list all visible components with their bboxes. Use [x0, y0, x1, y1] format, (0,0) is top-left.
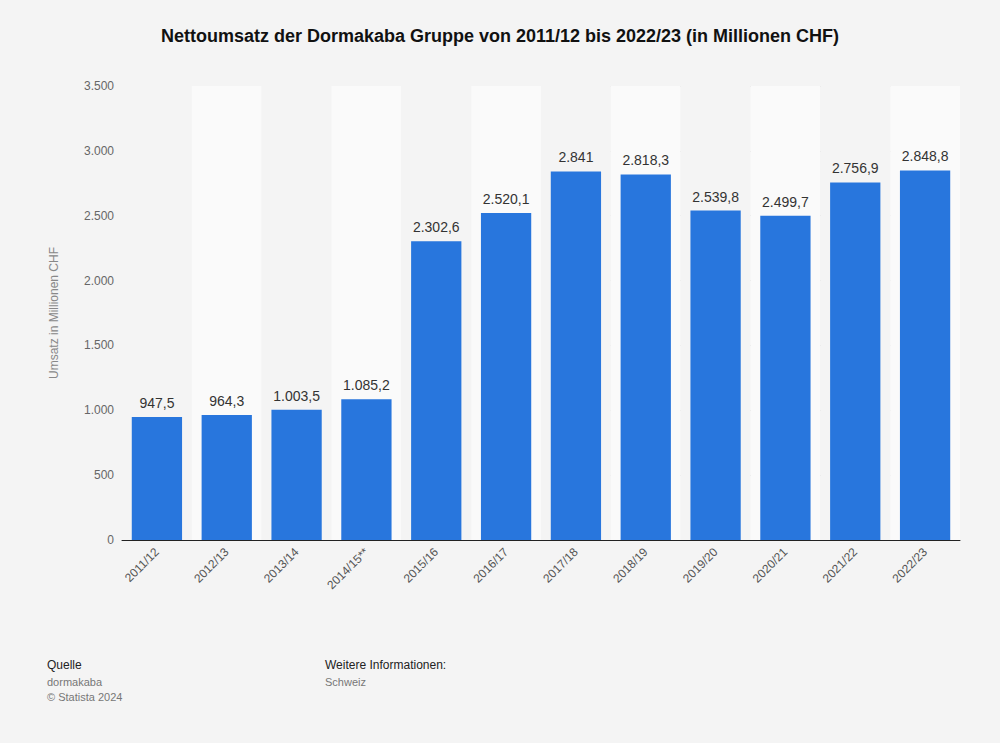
svg-text:3.500: 3.500 — [84, 79, 114, 93]
svg-text:2.302,6: 2.302,6 — [413, 219, 460, 235]
svg-text:1.500: 1.500 — [84, 338, 114, 352]
svg-text:Weitere Informationen:: Weitere Informationen: — [325, 658, 446, 672]
svg-text:2020/21: 2020/21 — [750, 545, 791, 586]
svg-text:Schweiz: Schweiz — [325, 676, 366, 688]
svg-text:2012/13: 2012/13 — [191, 545, 232, 586]
svg-text:2.539,8: 2.539,8 — [692, 189, 739, 205]
svg-text:dormakaba: dormakaba — [47, 676, 103, 688]
svg-text:3.000: 3.000 — [84, 144, 114, 158]
svg-text:2.841: 2.841 — [558, 149, 593, 165]
svg-text:2.500: 2.500 — [84, 209, 114, 223]
svg-text:Nettoumsatz der Dormakaba Grup: Nettoumsatz der Dormakaba Gruppe von 201… — [161, 26, 839, 46]
svg-text:Quelle: Quelle — [47, 658, 82, 672]
svg-text:500: 500 — [94, 468, 114, 482]
svg-text:2.818,3: 2.818,3 — [622, 152, 669, 168]
svg-text:2021/22: 2021/22 — [820, 545, 861, 586]
svg-text:2018/19: 2018/19 — [610, 545, 651, 586]
svg-text:0: 0 — [107, 533, 114, 547]
svg-text:2017/18: 2017/18 — [540, 545, 581, 586]
svg-text:© Statista 2024: © Statista 2024 — [47, 691, 122, 703]
svg-text:1.085,2: 1.085,2 — [343, 377, 390, 393]
svg-text:2019/20: 2019/20 — [680, 545, 721, 586]
svg-text:2.000: 2.000 — [84, 274, 114, 288]
svg-text:1.000: 1.000 — [84, 403, 114, 417]
svg-text:2011/12: 2011/12 — [122, 545, 162, 585]
svg-text:947,5: 947,5 — [139, 395, 174, 411]
svg-text:1.003,5: 1.003,5 — [273, 388, 320, 404]
svg-text:2015/16: 2015/16 — [401, 545, 442, 586]
svg-text:2.848,8: 2.848,8 — [902, 148, 949, 164]
svg-text:2022/23: 2022/23 — [889, 545, 930, 586]
svg-text:2.520,1: 2.520,1 — [483, 191, 530, 207]
svg-text:2016/17: 2016/17 — [470, 545, 511, 586]
svg-text:2.499,7: 2.499,7 — [762, 194, 809, 210]
svg-text:2.756,9: 2.756,9 — [832, 160, 879, 176]
svg-text:Umsatz in Millionen CHF: Umsatz in Millionen CHF — [47, 247, 61, 379]
svg-text:2014/15**: 2014/15** — [324, 545, 371, 592]
svg-text:2013/14: 2013/14 — [261, 545, 302, 586]
svg-text:964,3: 964,3 — [209, 393, 244, 409]
